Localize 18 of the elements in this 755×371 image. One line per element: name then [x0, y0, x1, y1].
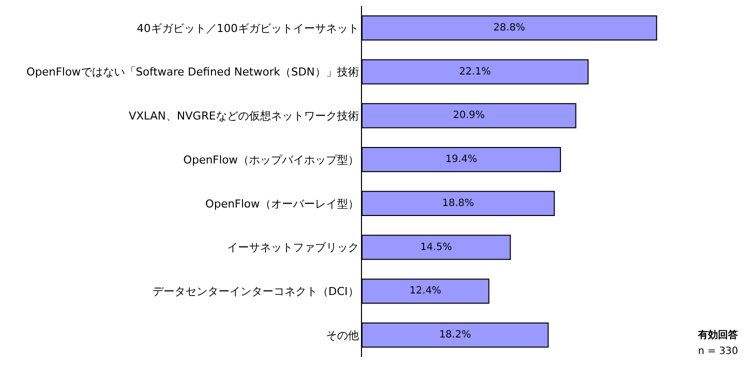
- y-tick-label: イーサネットファブリック: [226, 241, 359, 254]
- data-label: 12.4%: [410, 286, 442, 297]
- data-label: 28.8%: [493, 22, 526, 34]
- y-tick-label: 40ギガビット／100ギガビットイーサネット: [136, 22, 359, 35]
- data-label: 18.8%: [442, 198, 474, 209]
- y-tick-label: VXLAN、NVGREなどの仮想ネットワーク技術: [128, 110, 359, 123]
- data-label: 14.5%: [420, 242, 452, 253]
- y-tick-label: OpenFlow（ホップバイホップ型）: [183, 153, 359, 166]
- y-tick-label: OpenFlowではない「Software Defined Network（SDN）」技術: [26, 66, 359, 79]
- text: n = 330: [698, 346, 738, 357]
- data-label: 19.4%: [445, 154, 478, 166]
- y-tick-label: その他: [326, 328, 359, 342]
- y-tick-label: データセンターインターコネクト（DCI）: [152, 285, 359, 298]
- y-tick-label: OpenFlow（オーバーレイ型）: [205, 197, 359, 210]
- text: 有効回答: [697, 329, 739, 341]
- data-label: 22.1%: [459, 66, 491, 78]
- data-label: 20.9%: [453, 110, 485, 122]
- data-label: 18.2%: [439, 330, 471, 341]
